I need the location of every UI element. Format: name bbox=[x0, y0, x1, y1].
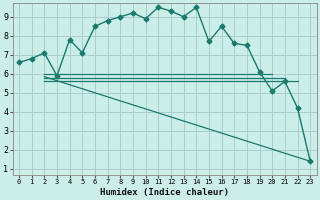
X-axis label: Humidex (Indice chaleur): Humidex (Indice chaleur) bbox=[100, 188, 229, 197]
